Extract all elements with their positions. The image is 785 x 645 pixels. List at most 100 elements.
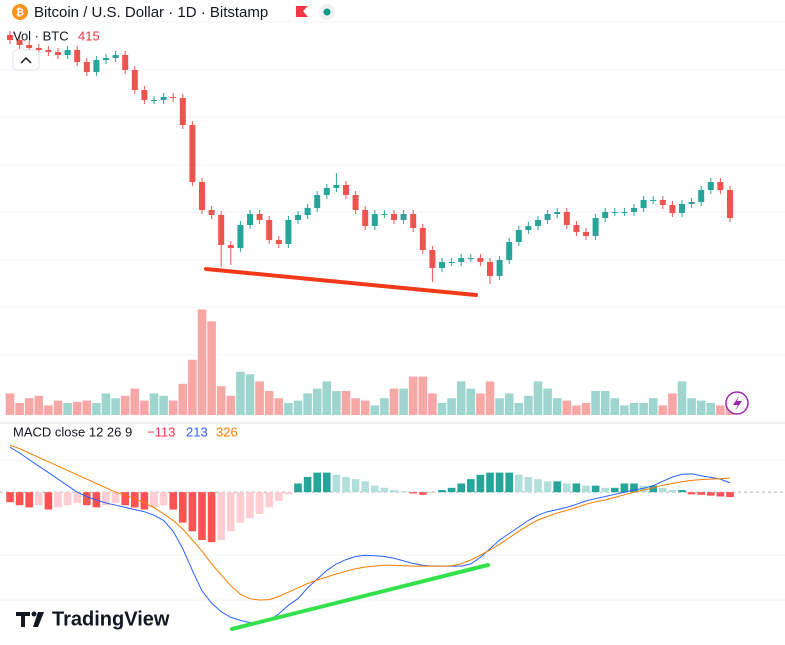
candle-body bbox=[381, 214, 388, 215]
macd-histogram-bar bbox=[371, 485, 379, 493]
volume-bar bbox=[149, 393, 159, 415]
macd-histogram-bar bbox=[323, 472, 331, 493]
volume-bar bbox=[629, 403, 639, 415]
candle-body bbox=[487, 262, 493, 276]
macd-histogram-bar bbox=[275, 492, 283, 501]
volume-bar bbox=[418, 376, 428, 415]
volume-legend-label: Vol · BTC bbox=[13, 28, 69, 43]
candle-body bbox=[544, 214, 551, 220]
macd-histogram-bar bbox=[428, 492, 437, 494]
volume-bar bbox=[360, 400, 370, 415]
volume-bar bbox=[15, 403, 24, 415]
macd-histogram-bar bbox=[227, 492, 235, 532]
macd-histogram-bar bbox=[63, 492, 72, 506]
candle-body bbox=[83, 62, 90, 72]
candle-body bbox=[727, 190, 733, 218]
candle-body bbox=[448, 262, 455, 263]
macd-histogram-bar bbox=[255, 492, 264, 514]
volume-bar bbox=[370, 405, 380, 415]
volume-bar bbox=[677, 381, 687, 415]
bitcoin-icon bbox=[12, 4, 28, 20]
volume-bar bbox=[255, 381, 264, 415]
macd-histogram-bar bbox=[582, 485, 590, 493]
candle-body bbox=[141, 90, 148, 100]
volume-bar bbox=[322, 381, 332, 415]
trend-line-price bbox=[204, 267, 478, 297]
macd-histogram-bar bbox=[572, 483, 581, 493]
volume-bar bbox=[72, 401, 82, 415]
macd-histogram-bar bbox=[649, 485, 657, 493]
candle-body bbox=[477, 258, 484, 262]
volume-legend-value: 415 bbox=[78, 28, 100, 43]
macd-histogram-bar bbox=[236, 492, 245, 523]
candle-body bbox=[563, 212, 570, 225]
volume-bar bbox=[111, 398, 120, 415]
volume-bar bbox=[591, 391, 600, 415]
status-dot bbox=[323, 8, 331, 16]
macd-histogram-bar bbox=[697, 492, 705, 495]
macd-histogram-bar bbox=[25, 492, 33, 508]
volume-bar bbox=[264, 391, 274, 415]
macd-histogram-bar bbox=[313, 472, 321, 493]
volume-bar bbox=[24, 398, 34, 415]
macd-histogram-bar bbox=[659, 487, 667, 493]
macd-histogram-bar bbox=[131, 492, 139, 508]
candle-body bbox=[707, 182, 714, 190]
candle-body bbox=[266, 220, 273, 240]
macd-histogram-bar bbox=[486, 472, 494, 493]
macd-histogram-bar bbox=[44, 492, 53, 510]
volume-bar bbox=[399, 388, 408, 415]
macd-histogram-bar bbox=[563, 483, 571, 493]
macd-histogram-bar bbox=[543, 481, 552, 493]
flag-icon[interactable] bbox=[296, 6, 308, 17]
bitcoin-symbol: ₿ bbox=[16, 7, 24, 19]
candle-body bbox=[698, 190, 705, 202]
volume-bar bbox=[389, 388, 399, 415]
macd-histogram-bar bbox=[150, 492, 158, 508]
brand-logo: TradingView bbox=[16, 608, 170, 630]
volume-bar bbox=[332, 391, 341, 415]
volume-bar bbox=[552, 398, 562, 415]
collapse-icon bbox=[20, 56, 32, 64]
volume-bar bbox=[620, 405, 629, 415]
candle-body bbox=[611, 212, 618, 213]
volume-bar bbox=[658, 405, 668, 415]
candle-body bbox=[93, 60, 100, 72]
volume-bar bbox=[408, 376, 418, 415]
candle-body bbox=[352, 195, 359, 210]
macd-histogram-bar bbox=[399, 491, 408, 493]
candle-body bbox=[237, 225, 244, 248]
candle-body bbox=[64, 50, 71, 55]
volume-bar bbox=[600, 391, 610, 415]
candle-body bbox=[343, 185, 349, 195]
macd-histogram-bar bbox=[707, 492, 715, 496]
macd-histogram-bar bbox=[102, 492, 110, 506]
candle-body bbox=[391, 214, 397, 220]
collapse-button[interactable] bbox=[12, 49, 40, 71]
candle-body bbox=[314, 195, 321, 208]
macd-histogram-bar bbox=[639, 485, 648, 493]
macd-histogram-bar bbox=[419, 492, 427, 495]
volume-bar bbox=[207, 321, 216, 415]
macd-histogram-bar bbox=[630, 483, 638, 493]
macd-histogram-bar bbox=[83, 492, 91, 506]
macd-histogram-bar bbox=[169, 492, 177, 510]
candle-body bbox=[621, 212, 628, 213]
macd-histogram-bar bbox=[159, 492, 168, 506]
macd-histogram-bar bbox=[342, 476, 350, 493]
candle-body bbox=[35, 48, 42, 50]
candle-body bbox=[170, 97, 177, 98]
volume-bar bbox=[524, 395, 533, 415]
volume-bar bbox=[216, 386, 226, 415]
brand-name: TradingView bbox=[52, 608, 170, 630]
macd-histogram-bar bbox=[15, 492, 24, 506]
candle-body bbox=[429, 250, 436, 268]
signal-line bbox=[9, 444, 731, 601]
macd-histogram-bar bbox=[553, 481, 561, 493]
candle-body bbox=[688, 202, 695, 204]
volume-bar bbox=[92, 403, 101, 415]
grid bbox=[0, 21, 785, 601]
macd-histogram-bar bbox=[265, 492, 273, 508]
candle-body bbox=[208, 210, 215, 215]
candle-body bbox=[515, 230, 522, 242]
